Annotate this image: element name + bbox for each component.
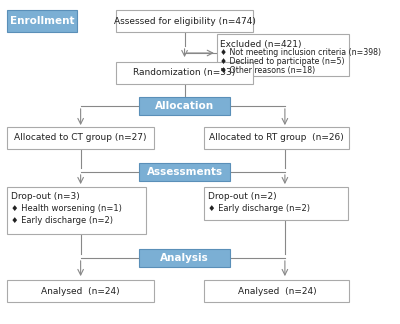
FancyBboxPatch shape xyxy=(116,10,253,32)
FancyBboxPatch shape xyxy=(204,187,348,220)
Text: Assessments: Assessments xyxy=(146,167,223,177)
Text: ♦ Health worsening (n=1): ♦ Health worsening (n=1) xyxy=(11,204,122,213)
Text: Allocation: Allocation xyxy=(155,101,214,111)
FancyBboxPatch shape xyxy=(7,10,77,32)
Text: Analysed  (n=24): Analysed (n=24) xyxy=(41,286,120,295)
Text: Assessed for eligibility (n=474): Assessed for eligibility (n=474) xyxy=(114,17,256,26)
FancyBboxPatch shape xyxy=(7,187,146,234)
Text: Analysed  (n=24): Analysed (n=24) xyxy=(238,286,316,295)
Text: ♦ Early discharge (n=2): ♦ Early discharge (n=2) xyxy=(208,204,310,213)
Text: Randomization (n=53): Randomization (n=53) xyxy=(134,68,236,77)
Text: ♦ Early discharge (n=2): ♦ Early discharge (n=2) xyxy=(11,216,113,225)
Text: ♦ Declined to participate (n=5): ♦ Declined to participate (n=5) xyxy=(220,57,345,66)
FancyBboxPatch shape xyxy=(7,127,154,149)
Text: Analysis: Analysis xyxy=(160,253,209,263)
Text: ♦ Other reasons (n=18): ♦ Other reasons (n=18) xyxy=(220,66,316,75)
Text: Drop-out (n=3): Drop-out (n=3) xyxy=(11,192,80,201)
Text: Excluded (n=421): Excluded (n=421) xyxy=(220,40,302,49)
FancyBboxPatch shape xyxy=(139,249,230,267)
Text: Drop-out (n=2): Drop-out (n=2) xyxy=(208,192,276,201)
FancyBboxPatch shape xyxy=(116,62,253,84)
FancyBboxPatch shape xyxy=(204,280,349,302)
FancyBboxPatch shape xyxy=(7,280,154,302)
FancyBboxPatch shape xyxy=(139,97,230,115)
Text: Allocated to CT group (n=27): Allocated to CT group (n=27) xyxy=(14,133,147,143)
Text: Enrollment: Enrollment xyxy=(10,16,74,26)
Text: ♦ Not meeting inclusion criteria (n=398): ♦ Not meeting inclusion criteria (n=398) xyxy=(220,48,381,57)
Text: Allocated to RT group  (n=26): Allocated to RT group (n=26) xyxy=(210,133,344,143)
FancyBboxPatch shape xyxy=(217,34,349,76)
FancyBboxPatch shape xyxy=(139,163,230,181)
FancyBboxPatch shape xyxy=(204,127,349,149)
